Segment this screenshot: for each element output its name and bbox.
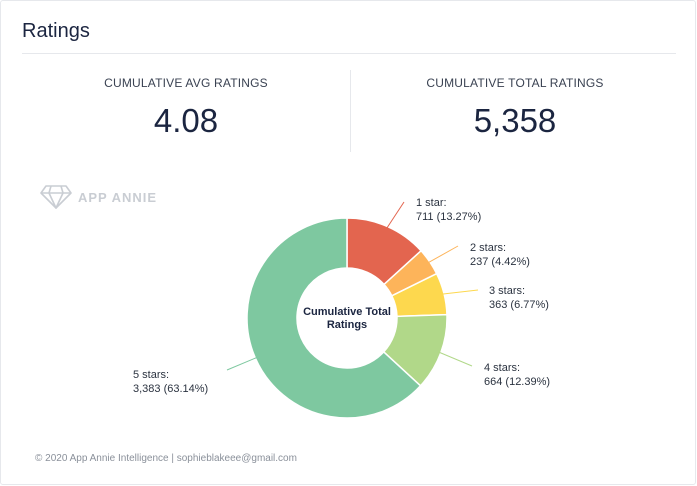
label-5-stars: 5 stars: — [133, 369, 169, 381]
label-1-star: 1 star: — [416, 197, 447, 209]
connector-4-stars — [438, 351, 473, 367]
avg-ratings-value: 4.08 — [153, 102, 219, 139]
avg-ratings-stat: CUMULATIVE AVG RATINGS 4.08 — [21, 76, 351, 140]
app-annie-watermark: APP ANNIE — [40, 184, 157, 210]
connector-3-stars — [441, 289, 479, 295]
center-label-line-1: Cumulative Total — [303, 306, 391, 318]
connector-5-stars — [226, 356, 258, 371]
title-divider — [22, 53, 676, 54]
value-label-3-stars: 363 (6.77%) — [489, 299, 549, 311]
value-label-4-stars: 664 (12.39%) — [484, 376, 550, 388]
avg-ratings-label: CUMULATIVE AVG RATINGS — [104, 76, 268, 90]
stat-divider — [350, 70, 351, 152]
label-3-stars: 3 stars: — [489, 285, 525, 297]
total-ratings-value: 5,358 — [473, 102, 557, 139]
value-label-5-stars: 3,383 (63.14%) — [133, 383, 208, 395]
connector-2-stars — [427, 245, 459, 264]
value-label-2-stars: 237 (4.42%) — [470, 256, 530, 268]
watermark-text: APP ANNIE — [78, 189, 158, 205]
page-title: Ratings — [22, 20, 90, 42]
diamond-logo-icon — [40, 185, 72, 209]
label-4-stars: 4 stars: — [484, 362, 520, 374]
value-label-1-star: 711 (13.27%) — [416, 211, 481, 223]
footer-copyright: © 2020 App Annie Intelligence | sophiebl… — [35, 453, 297, 464]
connector-1-star — [386, 201, 405, 229]
total-ratings-label: CUMULATIVE TOTAL RATINGS — [426, 76, 604, 90]
slice-5-stars[interactable] — [246, 217, 422, 419]
label-2-stars: 2 stars: — [470, 242, 506, 254]
center-label-line-2: Ratings — [327, 319, 367, 331]
total-ratings-stat: CUMULATIVE TOTAL RATINGS 5,358 — [350, 76, 680, 140]
